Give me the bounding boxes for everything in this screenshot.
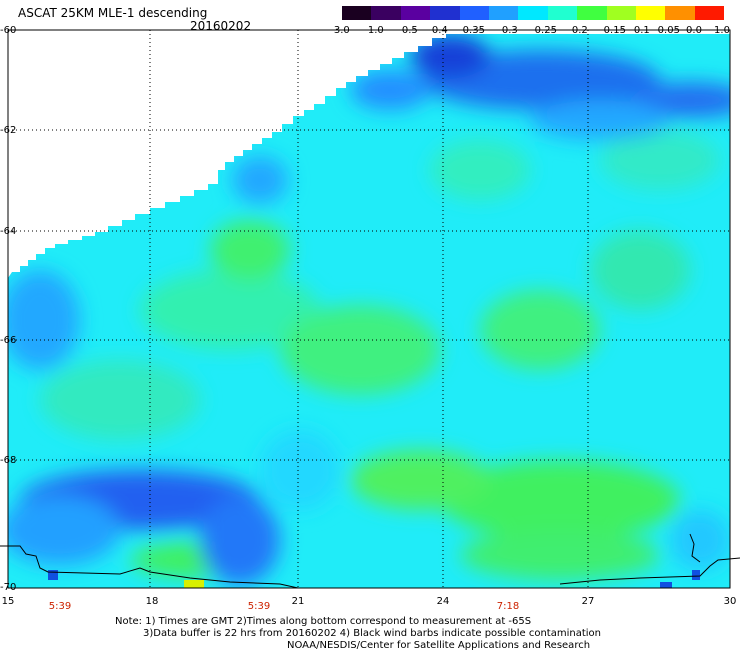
colorbar-segment bbox=[694, 6, 725, 20]
note-line: NOAA/NESDIS/Center for Satellite Applica… bbox=[287, 640, 591, 651]
lon-label: 21 bbox=[291, 596, 305, 607]
colorbar-segment bbox=[518, 6, 548, 20]
lon-label: 27 bbox=[581, 596, 595, 607]
colorbar-segment bbox=[606, 6, 636, 20]
colorbar-segment bbox=[488, 6, 519, 20]
colorbar-segment bbox=[430, 6, 460, 20]
lat-label: -64 bbox=[0, 226, 17, 237]
time-label: 7:18 bbox=[496, 601, 520, 612]
colorbar-segment bbox=[665, 6, 695, 20]
colorbar-segment bbox=[459, 6, 489, 20]
time-label: 5:39 bbox=[247, 601, 271, 612]
colorbar-segment bbox=[577, 6, 607, 20]
lon-label: 15 bbox=[1, 596, 15, 607]
colorbar-segment bbox=[635, 6, 666, 20]
colorbar bbox=[342, 6, 725, 20]
lon-label: 18 bbox=[145, 596, 159, 607]
lat-label: -66 bbox=[0, 335, 17, 346]
coastline bbox=[0, 533, 740, 589]
lat-label: -68 bbox=[0, 455, 17, 466]
note-line: Note: 1) Times are GMT 2)Times along bot… bbox=[115, 616, 532, 627]
colorbar-segment bbox=[547, 6, 578, 20]
colorbar-segment bbox=[371, 6, 401, 20]
colorbar-segment bbox=[342, 6, 372, 20]
grid-lines bbox=[8, 30, 730, 588]
map-title: ASCAT 25KM MLE-1 descending bbox=[18, 6, 208, 20]
lat-label: -70 bbox=[0, 582, 17, 593]
swath-field bbox=[8, 34, 730, 588]
lon-label: 24 bbox=[436, 596, 450, 607]
footer-notes: Note: 1) Times are GMT 2)Times along bot… bbox=[115, 616, 601, 652]
note-line: 3)Data buffer is 22 hrs from 20160202 4)… bbox=[143, 628, 601, 639]
map-frame bbox=[7, 29, 731, 589]
colorbar-segment bbox=[400, 6, 431, 20]
lat-label: -60 bbox=[0, 25, 17, 36]
time-label: 5:39 bbox=[48, 601, 72, 612]
lon-label: 30 bbox=[723, 596, 737, 607]
lat-label: -62 bbox=[0, 125, 17, 136]
